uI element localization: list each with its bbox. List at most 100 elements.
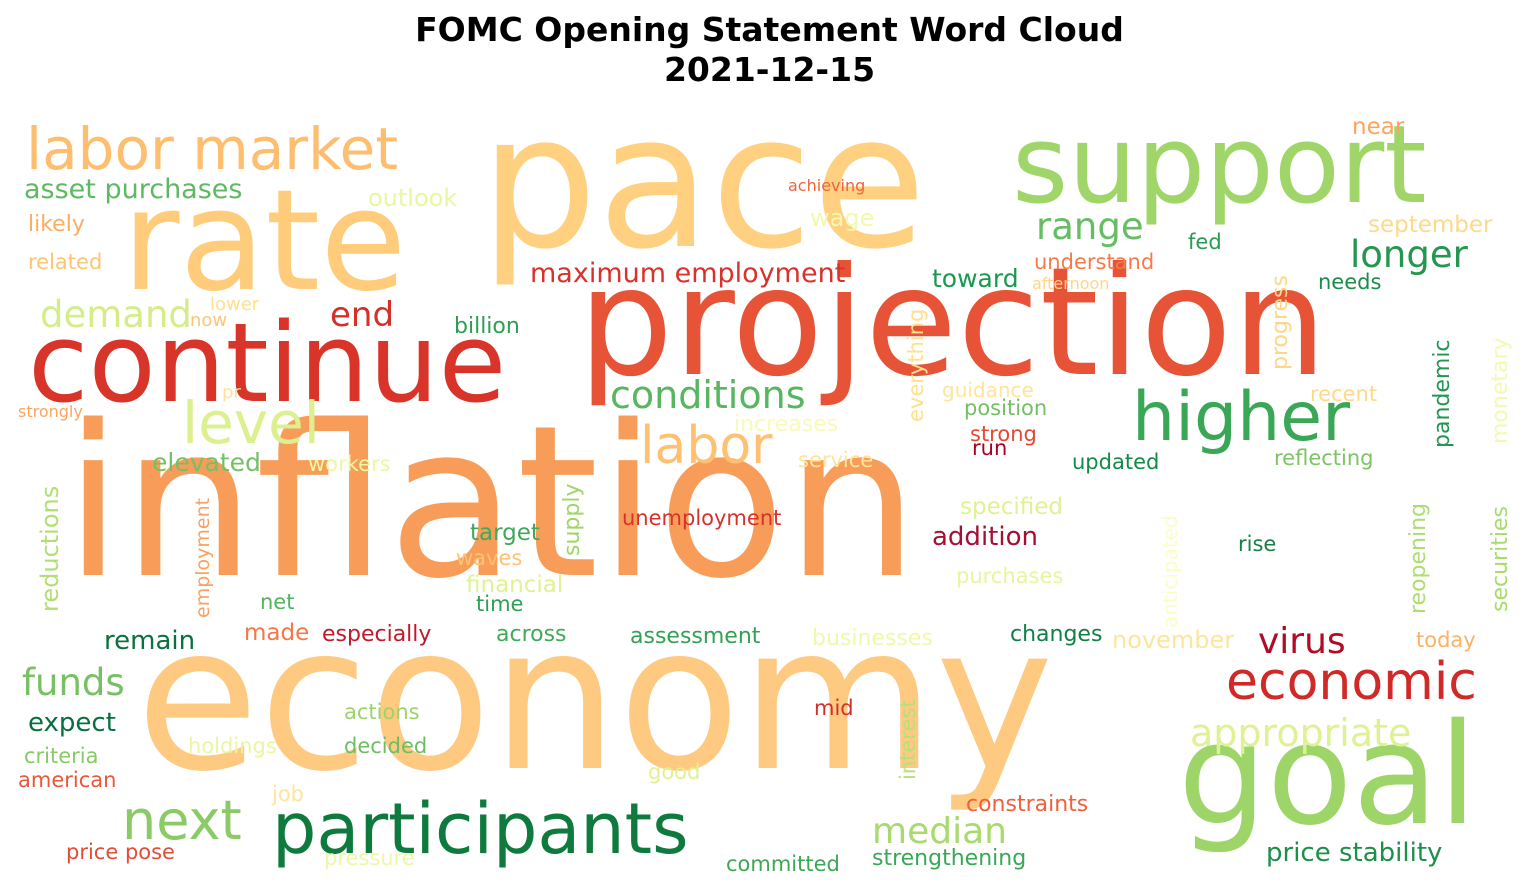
word-goal: goal — [1178, 694, 1478, 857]
word-median: median — [872, 811, 1007, 852]
word-updated: updated — [1072, 450, 1160, 474]
word-strongly: strongly — [18, 402, 83, 421]
word-maximum-employment: maximum employment — [530, 258, 846, 289]
word-pr: pr — [222, 382, 241, 403]
word-service: service — [798, 448, 874, 472]
word-understand: understand — [1034, 250, 1155, 274]
word-securities: securities — [1488, 506, 1513, 612]
word-target: target — [470, 520, 540, 546]
word-american: american — [18, 768, 117, 792]
word-committed: committed — [726, 852, 840, 876]
word-reflecting: reflecting — [1274, 446, 1374, 470]
word-time: time — [476, 592, 524, 616]
word-changes: changes — [1010, 622, 1103, 647]
word-higher: higher — [1132, 378, 1351, 457]
word-monetary: monetary — [1488, 337, 1513, 444]
word-achieving: achieving — [788, 176, 866, 195]
word-strong: strong — [970, 422, 1037, 446]
word-interest: interest — [896, 699, 920, 780]
word-level: level — [182, 389, 320, 457]
word-purchases: purchases — [956, 564, 1064, 588]
word-employment: employment — [192, 497, 214, 618]
word-appropriate: appropriate — [1190, 711, 1412, 755]
word-job: job — [272, 782, 305, 806]
word-elevated: elevated — [152, 448, 261, 477]
word-specified: specified — [960, 494, 1064, 520]
word-cloud: inflation economy pace projection rate c… — [10, 100, 1529, 880]
word-range: range — [1036, 205, 1144, 248]
word-outlook: outlook — [368, 184, 458, 212]
word-everything: everything — [904, 308, 928, 422]
word-businesses: businesses — [812, 626, 933, 651]
word-virus: virus — [1258, 621, 1346, 662]
word-progress: progress — [1268, 275, 1293, 370]
word-continue: continue — [28, 299, 507, 427]
word-rise: rise — [1238, 532, 1277, 556]
word-afternoon: afternoon — [1032, 274, 1110, 293]
word-made: made — [244, 620, 310, 646]
word-related: related — [28, 250, 103, 274]
word-participants: participants — [272, 788, 689, 870]
word-conditions: conditions — [610, 373, 806, 417]
word-labor-market: labor market — [26, 115, 399, 183]
word-rate: rate — [122, 160, 407, 323]
word-inflation: inflation — [64, 380, 919, 625]
word-pace: pace — [480, 100, 927, 290]
word-price-pose: price pose — [66, 840, 175, 864]
word-end: end — [330, 295, 395, 335]
chart-subtitle: 2021-12-15 — [663, 50, 876, 89]
word-position: position — [964, 396, 1048, 420]
word-toward: toward — [932, 264, 1019, 293]
word-demand: demand — [40, 293, 192, 336]
word-support: support — [1012, 103, 1427, 228]
word-especially: especially — [322, 622, 432, 647]
word-guidance: guidance — [942, 378, 1034, 402]
word-actions: actions — [344, 700, 420, 724]
word-addition: addition — [932, 522, 1038, 552]
word-price-stability: price stability — [1266, 838, 1443, 868]
word-financial: financial — [466, 572, 564, 598]
word-likely: likely — [28, 212, 85, 237]
word-recent: recent — [1310, 382, 1378, 406]
word-reopening: reopening — [1406, 502, 1431, 614]
word-across: across — [496, 622, 567, 647]
word-longer: longer — [1350, 233, 1468, 276]
word-wage: wage — [810, 204, 875, 232]
word-workers: workers — [308, 452, 391, 476]
word-projection: projection — [578, 236, 1328, 410]
word-needs: needs — [1318, 270, 1382, 294]
word-september: september — [1368, 212, 1493, 238]
chart-title: FOMC Opening Statement Word Cloud — [415, 10, 1124, 49]
word-assessment: assessment — [630, 624, 761, 649]
word-strengthening: strengthening — [872, 846, 1027, 871]
word-now: now — [190, 310, 228, 331]
word-economy: economy — [136, 583, 1054, 816]
word-lower: lower — [210, 294, 260, 315]
word-next: next — [122, 789, 242, 852]
word-increases: increases — [734, 412, 839, 437]
chart-title-block: FOMC Opening Statement Word Cloud 2021-1… — [0, 10, 1539, 90]
word-today: today — [1416, 628, 1476, 652]
word-november: november — [1112, 626, 1235, 654]
word-supply: supply — [560, 483, 585, 556]
word-holdings: holdings — [188, 734, 277, 758]
word-expect: expect — [28, 708, 116, 738]
word-asset-purchases: asset purchases — [24, 174, 243, 205]
word-mid: mid — [814, 696, 854, 720]
word-near: near — [1352, 114, 1405, 140]
word-fed: fed — [1188, 230, 1222, 254]
word-reductions: reductions — [36, 485, 64, 612]
word-pressure: pressure — [324, 846, 415, 870]
word-criteria: criteria — [24, 744, 99, 768]
word-labor: labor — [640, 416, 773, 476]
word-constraints: constraints — [966, 792, 1089, 817]
word-good: good — [648, 760, 701, 784]
word-waves: waves — [456, 546, 523, 570]
word-anticipated: anticipated — [1158, 515, 1182, 628]
word-unemployment: unemployment — [622, 506, 782, 530]
word-decided: decided — [344, 734, 428, 758]
word-run: run — [972, 436, 1008, 460]
word-remain: remain — [104, 626, 196, 656]
word-funds: funds — [22, 661, 125, 704]
word-billion: billion — [454, 314, 520, 339]
